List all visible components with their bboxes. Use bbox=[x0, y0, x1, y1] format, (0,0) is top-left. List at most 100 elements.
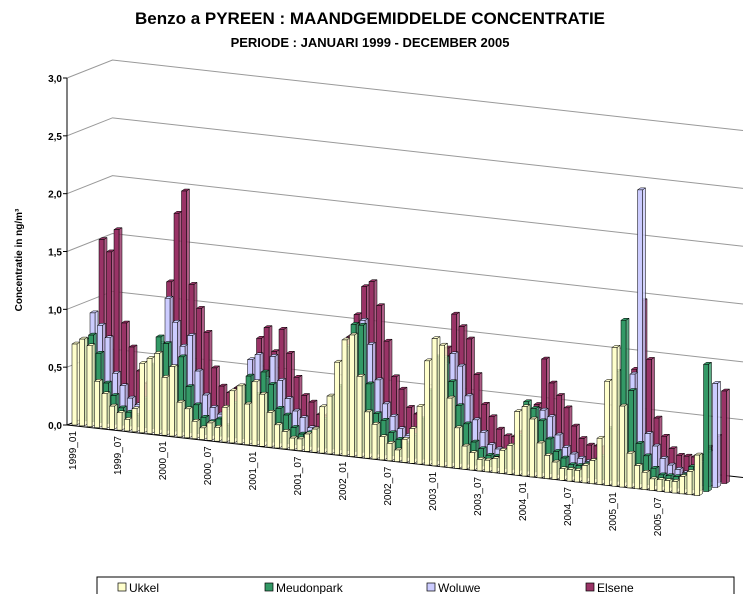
bar-front bbox=[341, 339, 348, 456]
bar bbox=[101, 391, 111, 429]
bar-front bbox=[259, 393, 265, 447]
x-tick-label: 2004_07 bbox=[563, 487, 574, 526]
bar bbox=[303, 431, 314, 452]
bar-front bbox=[169, 366, 175, 437]
x-tick-label: 1999_01 bbox=[68, 431, 79, 470]
grid-line bbox=[66, 117, 744, 189]
bar bbox=[491, 456, 501, 474]
y-tick-label: 2,5 bbox=[48, 132, 62, 143]
bar-front bbox=[637, 189, 643, 480]
y-axis-label: Concentratie in ng/m³ bbox=[14, 208, 25, 311]
bar bbox=[558, 466, 569, 481]
legend-label: Meudonpark bbox=[276, 581, 344, 594]
bar-front bbox=[146, 358, 153, 434]
bar-front bbox=[626, 452, 633, 489]
bar-front bbox=[439, 344, 445, 467]
grid-line bbox=[66, 59, 744, 132]
bar-front bbox=[454, 427, 460, 469]
bar-front bbox=[409, 428, 415, 464]
bar bbox=[611, 344, 621, 487]
x-tick-label: 2000_07 bbox=[203, 446, 214, 485]
bar bbox=[153, 350, 164, 435]
bar-front bbox=[566, 469, 573, 482]
bar-front bbox=[124, 419, 130, 432]
bar-side bbox=[717, 380, 721, 489]
bar bbox=[168, 364, 179, 437]
bar bbox=[258, 391, 269, 447]
x-tick-label: 2002_01 bbox=[338, 461, 349, 500]
bar-front bbox=[596, 437, 603, 485]
bar-front bbox=[221, 407, 228, 443]
bar-front bbox=[101, 393, 108, 429]
bar-front bbox=[703, 364, 709, 492]
bar bbox=[702, 361, 713, 493]
x-tick-label: 2003_07 bbox=[473, 476, 484, 515]
bar-front bbox=[184, 408, 190, 439]
bar-front bbox=[304, 433, 310, 452]
x-tick-label: 2001_01 bbox=[248, 451, 259, 490]
grid-line bbox=[66, 232, 744, 305]
bar bbox=[543, 452, 554, 480]
bar-front bbox=[94, 381, 100, 428]
bar bbox=[596, 435, 606, 485]
bar bbox=[663, 478, 674, 493]
legend-swatch bbox=[426, 582, 436, 592]
grid-line bbox=[66, 175, 744, 247]
bar-front bbox=[109, 405, 115, 430]
bar-front bbox=[619, 405, 625, 488]
bar-front bbox=[649, 478, 655, 491]
bar bbox=[446, 395, 456, 468]
x-tick-label: 2003_01 bbox=[428, 471, 439, 510]
legend-label: Woluwe bbox=[438, 581, 481, 594]
bar-front bbox=[551, 461, 558, 480]
bar-front bbox=[491, 458, 498, 473]
bar bbox=[671, 478, 681, 494]
bar-front bbox=[296, 438, 303, 451]
bar bbox=[108, 403, 119, 430]
bar bbox=[213, 424, 224, 442]
bar-front bbox=[311, 428, 318, 453]
bar-front bbox=[476, 459, 483, 472]
bar-front bbox=[559, 468, 565, 481]
y-tick-label: 1,5 bbox=[48, 248, 62, 259]
bar-front bbox=[161, 377, 168, 436]
bar-front bbox=[394, 449, 400, 462]
legend-swatch bbox=[117, 582, 127, 592]
bar-front bbox=[266, 412, 273, 448]
bar bbox=[273, 422, 284, 449]
bar bbox=[416, 403, 426, 465]
bar-front bbox=[484, 459, 490, 472]
bar-front bbox=[589, 460, 595, 484]
bar-front bbox=[206, 422, 213, 441]
bar-front bbox=[229, 390, 235, 444]
bar bbox=[78, 336, 89, 427]
bar bbox=[581, 462, 591, 484]
bar-front bbox=[424, 360, 430, 466]
bar bbox=[626, 450, 636, 489]
bar-front bbox=[86, 345, 93, 427]
bar bbox=[438, 342, 449, 468]
bar bbox=[333, 359, 344, 456]
bar bbox=[386, 440, 396, 462]
y-tick-label: 0,0 bbox=[48, 421, 62, 432]
bar bbox=[551, 459, 561, 480]
bar bbox=[648, 476, 659, 491]
bar bbox=[566, 467, 576, 482]
bar-front bbox=[721, 390, 727, 484]
x-tick-label: 2005_07 bbox=[653, 497, 664, 536]
bar bbox=[506, 442, 516, 475]
bar bbox=[431, 336, 441, 467]
bar bbox=[131, 406, 141, 433]
bar-front bbox=[319, 406, 325, 454]
bar-side bbox=[708, 361, 712, 493]
bar bbox=[311, 426, 321, 453]
bar bbox=[401, 436, 411, 463]
bar bbox=[521, 404, 531, 477]
bar-front bbox=[116, 412, 123, 431]
bar-front bbox=[694, 454, 700, 496]
bar bbox=[348, 332, 359, 457]
bar-front bbox=[364, 411, 370, 459]
bar bbox=[483, 457, 494, 473]
bar-front bbox=[199, 427, 205, 440]
bar bbox=[198, 425, 209, 440]
